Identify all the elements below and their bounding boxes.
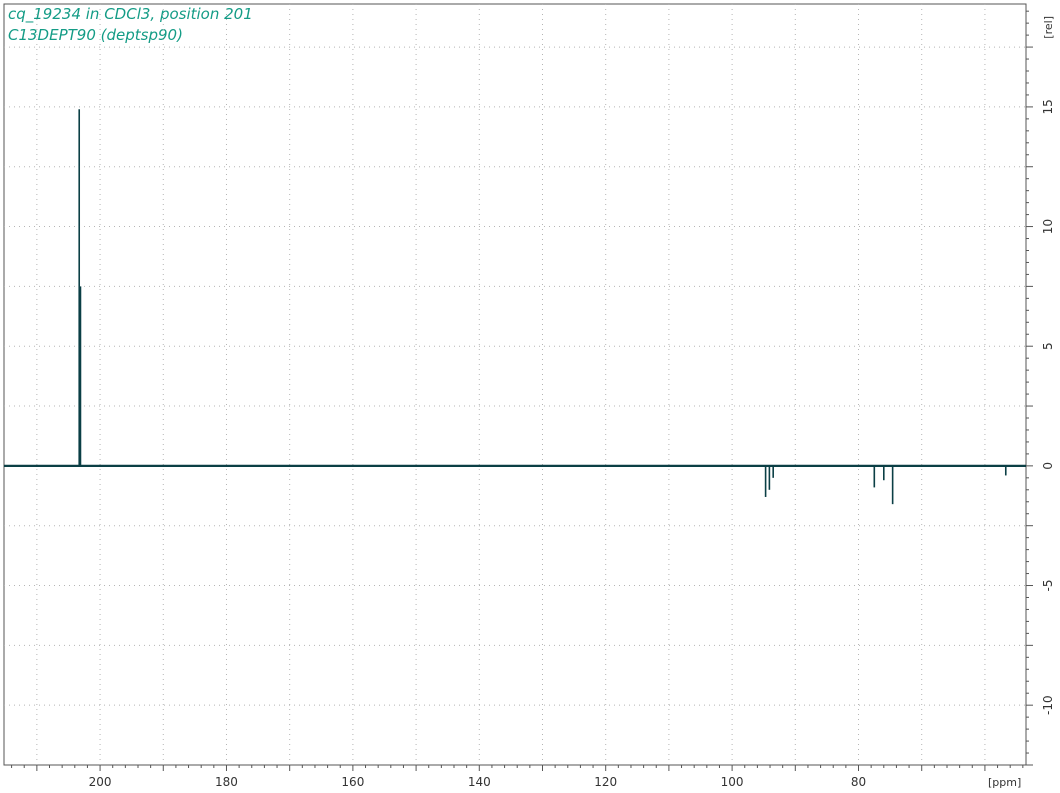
x-axis-unit-label: [ppm] <box>988 776 1021 789</box>
x-tick-label: 200 <box>89 775 112 789</box>
title-line-2: C13DEPT90 (deptsp90) <box>8 26 183 44</box>
title-line-1: cq_19234 in CDCl3, position 201 <box>8 5 253 23</box>
y-tick-label: 15 <box>1041 99 1055 114</box>
x-tick-label: 120 <box>594 775 617 789</box>
y-tick-label: 10 <box>1041 219 1055 234</box>
grid-layer <box>4 4 1026 765</box>
x-tick-label: 100 <box>721 775 744 789</box>
peak-layer <box>4 109 1026 505</box>
x-tick-label: 160 <box>341 775 364 789</box>
y-tick-label: 5 <box>1041 342 1055 350</box>
x-tick-label: 180 <box>215 775 238 789</box>
axis-layer: 200 180 160 140 120 100 80 15 10 5 0 -5 -10 <box>11 10 1055 789</box>
y-tick-label: -10 <box>1041 695 1055 715</box>
plot-frame <box>3 3 1027 766</box>
y-tick-label: -5 <box>1041 580 1055 592</box>
y-axis-unit-label: [rel] <box>1042 16 1055 39</box>
x-tick-label: 140 <box>468 775 491 789</box>
y-tick-label: 0 <box>1041 462 1055 470</box>
x-tick-label: 80 <box>851 775 866 789</box>
